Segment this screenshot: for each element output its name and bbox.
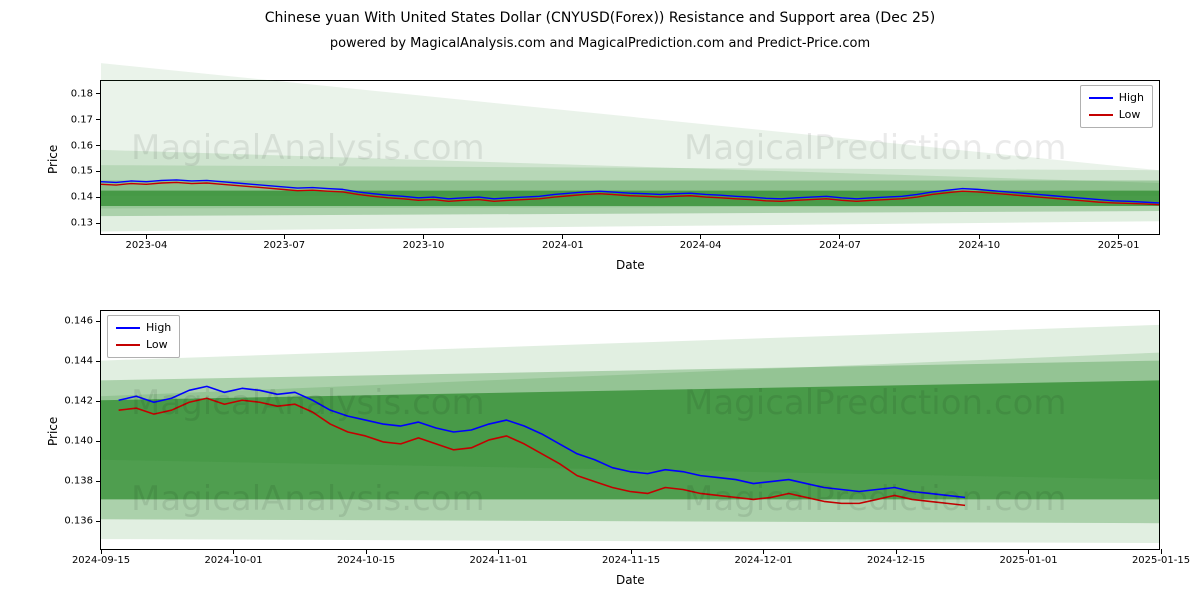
y-axis-label: Price: [46, 417, 60, 446]
xtick-mark: [631, 549, 632, 554]
legend-swatch-high: [1089, 97, 1113, 99]
chart-subtitle: powered by MagicalAnalysis.com and Magic…: [0, 36, 1200, 51]
legend-label-high: High: [1119, 90, 1144, 107]
ytick-label: 0.18: [71, 88, 93, 99]
chart-main-title: Chinese yuan With United States Dollar (…: [0, 10, 1200, 26]
legend-label-high: High: [146, 320, 171, 337]
ytick-mark: [96, 93, 101, 94]
xtick-label: 2024-12-15: [867, 555, 925, 566]
legend-top: High Low: [1080, 85, 1153, 128]
xtick-label: 2024-09-15: [72, 555, 130, 566]
legend-item-high: High: [116, 320, 171, 337]
legend-label-low: Low: [1119, 107, 1141, 124]
legend-bottom: High Low: [107, 315, 180, 358]
xtick-mark: [498, 549, 499, 554]
xtick-mark: [562, 234, 563, 239]
xtick-mark: [233, 549, 234, 554]
ytick-mark: [96, 321, 101, 322]
x-axis-label: Date: [616, 258, 645, 272]
ytick-mark: [96, 145, 101, 146]
xtick-label: 2024-07: [819, 240, 861, 251]
ytick-mark: [96, 119, 101, 120]
ytick-label: 0.140: [64, 436, 93, 447]
ytick-mark: [96, 197, 101, 198]
xtick-label: 2024-10-15: [337, 555, 395, 566]
bottom-plot-svg: [101, 311, 1159, 549]
xtick-mark: [284, 234, 285, 239]
xtick-label: 2025-01: [1098, 240, 1140, 251]
ytick-mark: [96, 481, 101, 482]
ytick-label: 0.14: [71, 192, 93, 203]
legend-label-low: Low: [146, 337, 168, 354]
ytick-label: 0.136: [64, 516, 93, 527]
xtick-label: 2024-10-01: [204, 555, 262, 566]
y-axis-label: Price: [46, 144, 60, 173]
xtick-label: 2024-10: [958, 240, 1000, 251]
ytick-label: 0.142: [64, 396, 93, 407]
xtick-mark: [700, 234, 701, 239]
xtick-mark: [839, 234, 840, 239]
figure: Chinese yuan With United States Dollar (…: [0, 0, 1200, 600]
legend-item-low: Low: [116, 337, 171, 354]
ytick-mark: [96, 223, 101, 224]
bottom-subplot: High Low 0.1360.1380.1400.1420.1440.1462…: [100, 310, 1160, 550]
ytick-label: 0.138: [64, 476, 93, 487]
xtick-label: 2024-11-15: [602, 555, 660, 566]
xtick-label: 2024-11-01: [469, 555, 527, 566]
xtick-label: 2023-07: [263, 240, 305, 251]
ytick-label: 0.16: [71, 140, 93, 151]
xtick-label: 2023-10: [403, 240, 445, 251]
xtick-mark: [1161, 549, 1162, 554]
legend-swatch-high: [116, 327, 140, 329]
xtick-mark: [423, 234, 424, 239]
xtick-label: 2024-12-01: [734, 555, 792, 566]
ytick-label: 0.15: [71, 166, 93, 177]
ytick-label: 0.13: [71, 218, 93, 229]
xtick-mark: [101, 549, 102, 554]
ytick-mark: [96, 441, 101, 442]
top-subplot: High Low 0.130.140.150.160.170.182023-04…: [100, 80, 1160, 235]
xtick-label: 2025-01-01: [999, 555, 1057, 566]
legend-item-high: High: [1089, 90, 1144, 107]
top-plot-svg: [101, 81, 1159, 234]
ytick-mark: [96, 361, 101, 362]
xtick-mark: [146, 234, 147, 239]
xtick-mark: [896, 549, 897, 554]
legend-item-low: Low: [1089, 107, 1144, 124]
ytick-mark: [96, 521, 101, 522]
ytick-label: 0.144: [64, 356, 93, 367]
xtick-label: 2025-01-15: [1132, 555, 1190, 566]
ytick-label: 0.146: [64, 316, 93, 327]
xtick-label: 2023-04: [126, 240, 168, 251]
xtick-label: 2024-01: [542, 240, 584, 251]
xtick-mark: [1118, 234, 1119, 239]
xtick-label: 2024-04: [680, 240, 722, 251]
ytick-mark: [96, 171, 101, 172]
xtick-mark: [979, 234, 980, 239]
xtick-mark: [366, 549, 367, 554]
ytick-label: 0.17: [71, 114, 93, 125]
ytick-mark: [96, 401, 101, 402]
xtick-mark: [763, 549, 764, 554]
x-axis-label: Date: [616, 573, 645, 587]
xtick-mark: [1028, 549, 1029, 554]
legend-swatch-low: [116, 344, 140, 346]
legend-swatch-low: [1089, 114, 1113, 116]
